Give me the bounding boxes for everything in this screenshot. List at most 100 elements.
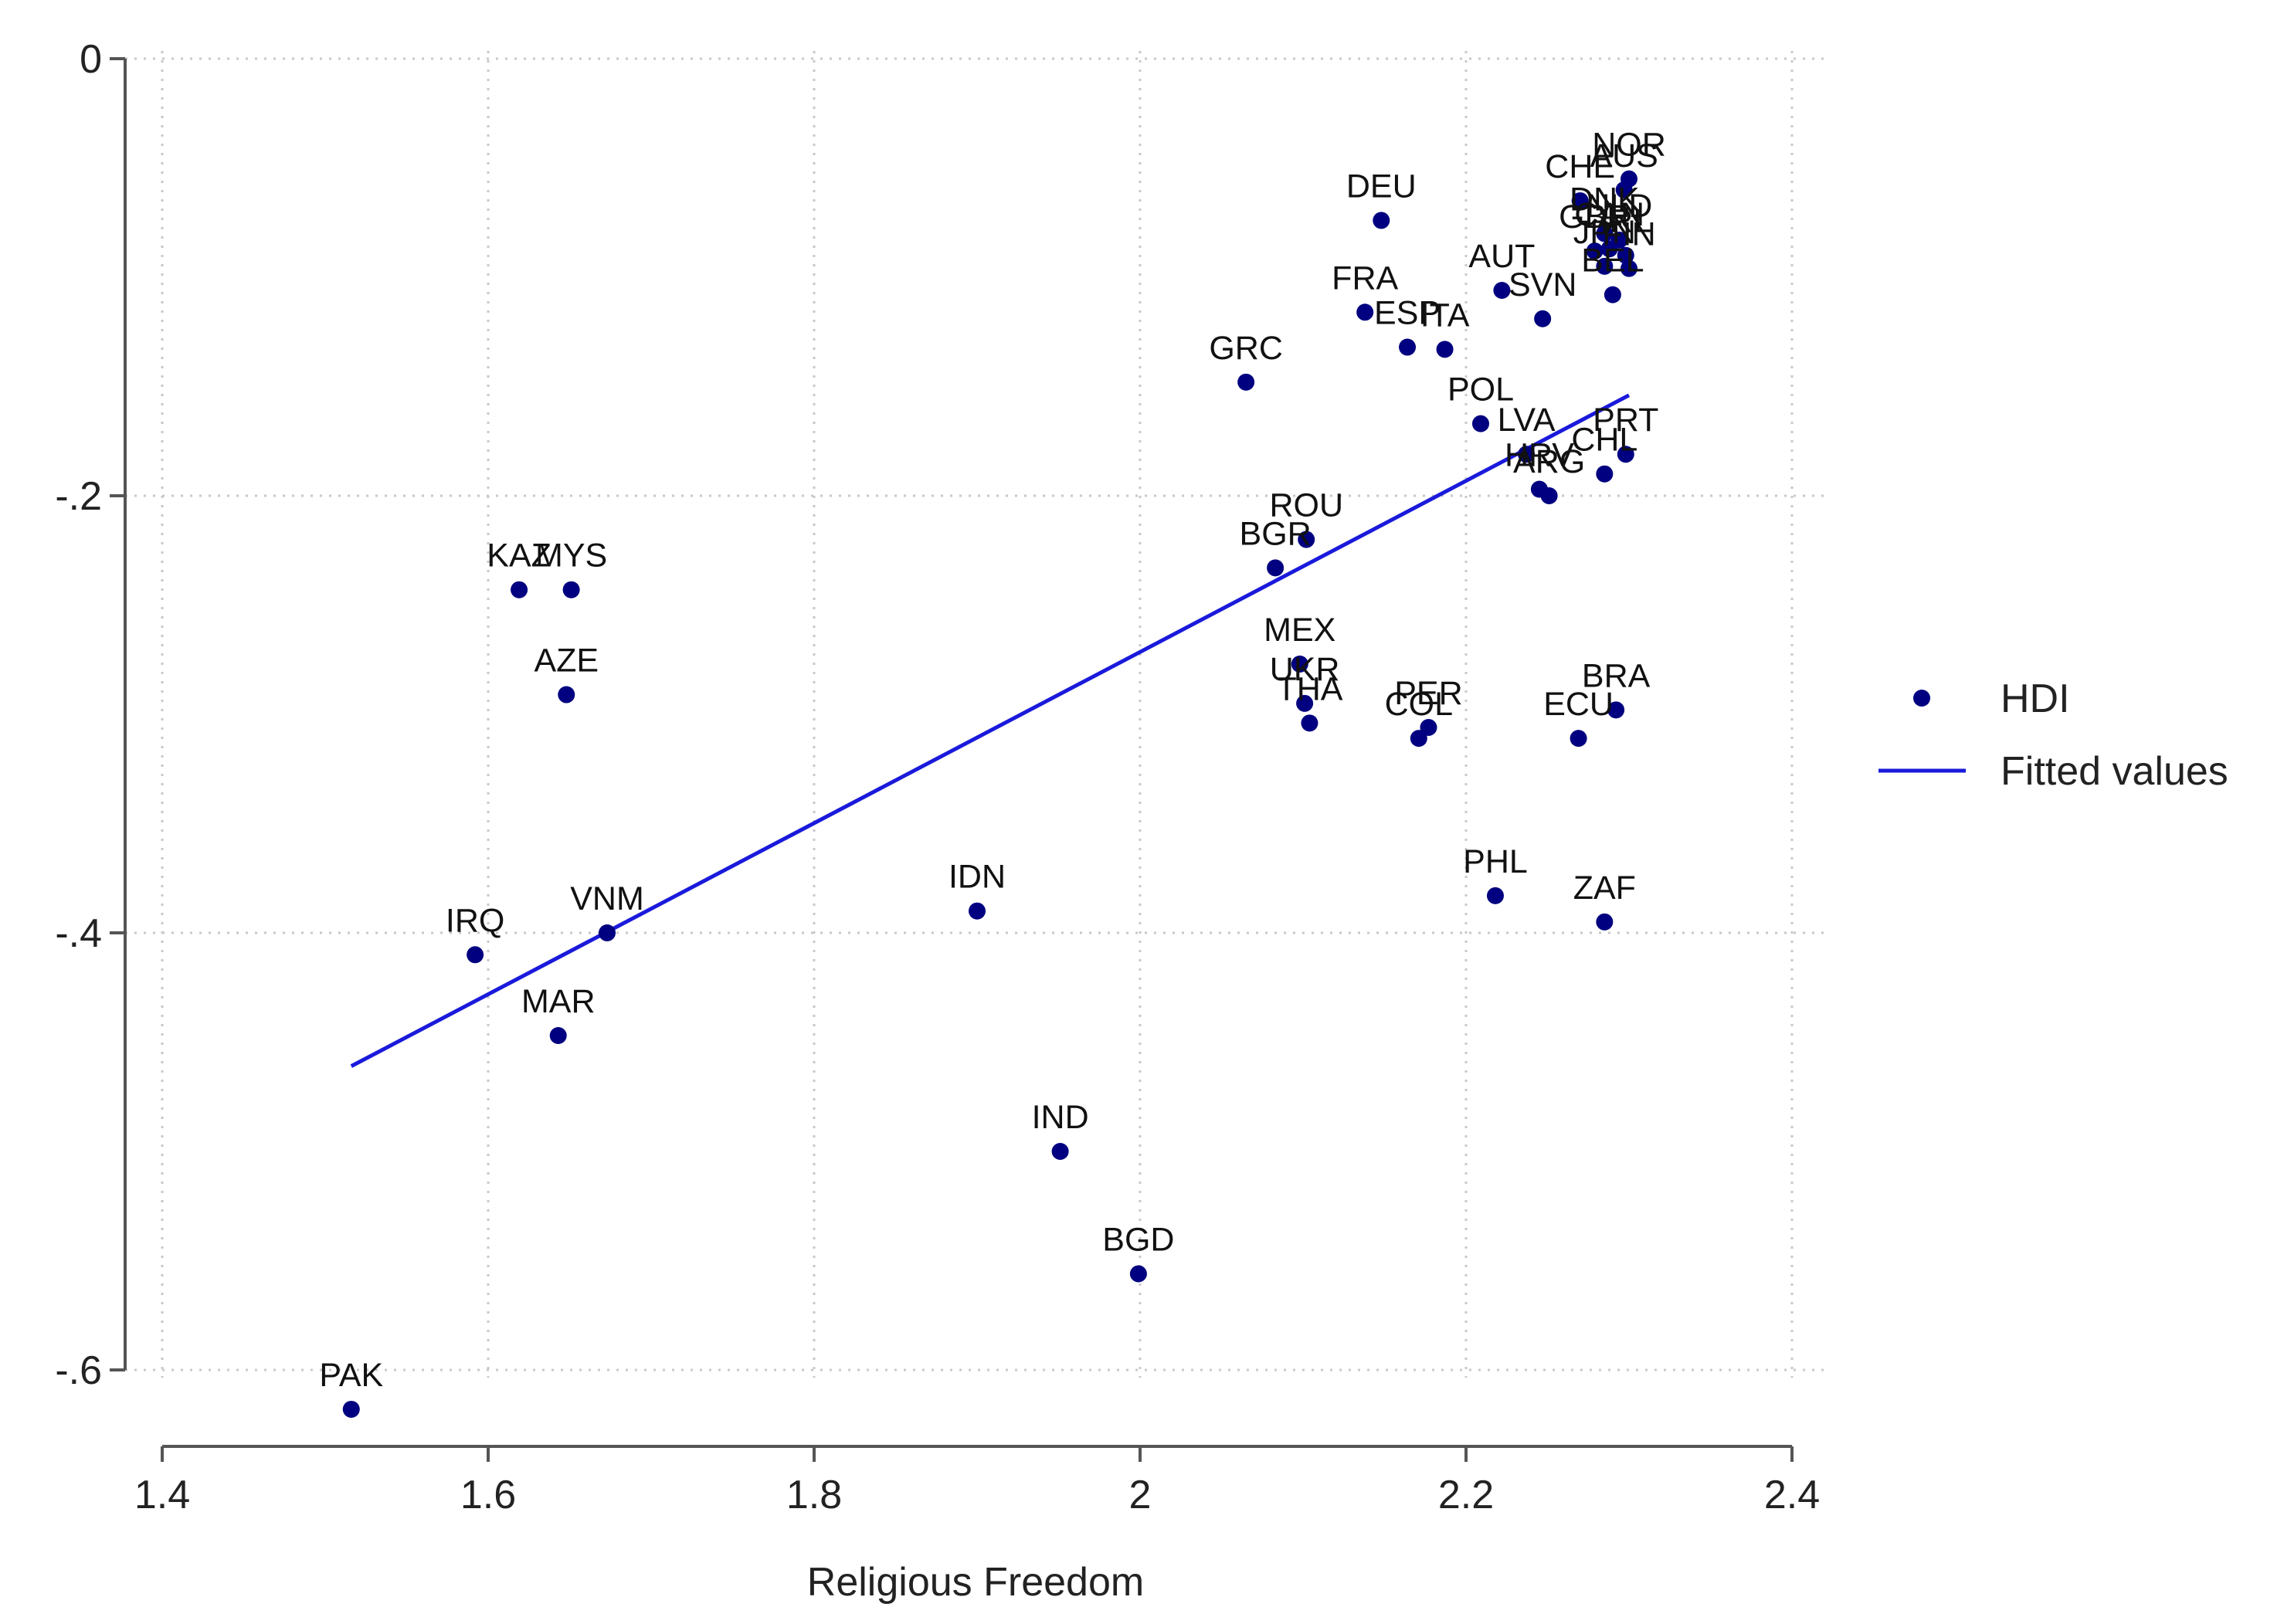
- data-point: [1486, 887, 1504, 904]
- point-label: GBR: [1559, 198, 1631, 236]
- data-point: [562, 581, 580, 598]
- data-point: [1607, 701, 1625, 719]
- point-label: BGD: [1102, 1221, 1174, 1258]
- point-label: VNM: [570, 880, 644, 917]
- point-label: PAK: [319, 1357, 383, 1394]
- data-point: [1410, 730, 1427, 748]
- data-point: [1298, 531, 1315, 548]
- data-point: [1291, 655, 1308, 673]
- data-point: [1600, 240, 1618, 258]
- point-label: AUS: [1590, 137, 1658, 175]
- point-label: LVA: [1498, 402, 1556, 439]
- data-point: [1296, 694, 1314, 712]
- data-point: [1604, 286, 1621, 303]
- data-point: [1267, 559, 1285, 577]
- legend: HDI Fitted values: [1878, 676, 2228, 794]
- legend-marker-hdi: [1913, 690, 1930, 707]
- point-label: FRA: [1332, 259, 1398, 297]
- point-label: IRL: [1600, 203, 1651, 240]
- x-axis-title: Religious Freedom: [807, 1560, 1144, 1605]
- data-point: [511, 581, 528, 598]
- data-point: [342, 1400, 360, 1418]
- data-point: [1596, 465, 1614, 483]
- data-point: [1237, 373, 1255, 391]
- x-tick-label: 1.8: [786, 1473, 842, 1517]
- point-label: ECU: [1543, 686, 1614, 723]
- point-label: UKR: [1270, 651, 1340, 688]
- point-label: ARG: [1513, 443, 1585, 480]
- fit-layer: [350, 393, 1631, 1068]
- point-label: CAN: [1574, 196, 1644, 233]
- data-point: [467, 946, 484, 964]
- point-label: NOR: [1592, 127, 1666, 164]
- point-label: PRT: [1593, 402, 1658, 439]
- data-point: [1586, 242, 1604, 260]
- data-point: [599, 924, 616, 941]
- point-label: BEL: [1581, 242, 1644, 280]
- data-point: [1596, 913, 1614, 931]
- point-label: MYS: [535, 537, 607, 575]
- point-label: AZE: [534, 642, 599, 680]
- legend-label-hdi: HDI: [2001, 676, 2070, 721]
- point-label: HRV: [1505, 437, 1574, 474]
- y-tick-label: -.6: [55, 1348, 102, 1393]
- point-label: MEX: [1264, 612, 1335, 649]
- y-tick-label: 0: [80, 37, 102, 82]
- points-layer: [342, 170, 1637, 1418]
- y-tick-label: -.4: [55, 911, 102, 956]
- data-point: [1596, 257, 1614, 275]
- data-point: [1493, 281, 1511, 299]
- point-label: SVN: [1509, 266, 1576, 303]
- point-label: IDN: [949, 859, 1006, 896]
- point-label: COL: [1385, 686, 1453, 723]
- point-label: POL: [1447, 371, 1514, 409]
- point-label: IND: [1032, 1099, 1089, 1136]
- point-label: BGR: [1240, 515, 1312, 552]
- data-point: [1420, 718, 1437, 736]
- data-point: [549, 1027, 567, 1045]
- point-label: PER: [1394, 675, 1462, 712]
- point-label: CHE: [1545, 148, 1615, 185]
- x-tick-label: 2.4: [1764, 1473, 1820, 1517]
- point-label: BRA: [1582, 657, 1651, 694]
- x-tick-label: 2: [1129, 1473, 1152, 1517]
- point-label: THA: [1276, 670, 1342, 707]
- data-point: [1617, 446, 1634, 463]
- point-label: ITA: [1420, 297, 1470, 334]
- data-point: [969, 902, 986, 920]
- point-label: JPN: [1573, 214, 1636, 251]
- data-point: [1436, 341, 1454, 358]
- data-point: [1540, 487, 1558, 504]
- fitted-values-line: [350, 393, 1631, 1068]
- data-point: [1051, 1143, 1069, 1160]
- data-point: [1518, 446, 1536, 463]
- data-point: [1621, 259, 1637, 277]
- x-tick-label: 2.2: [1438, 1473, 1494, 1517]
- data-point: [1596, 225, 1614, 242]
- x-tick-label: 1.6: [460, 1473, 516, 1517]
- data-point: [1615, 181, 1633, 198]
- data-point: [1534, 310, 1552, 327]
- data-point: [1373, 212, 1390, 229]
- x-ticks: 1.4 1.6 1.8 2 2.2 2.4: [134, 1446, 1820, 1517]
- data-point: [1301, 714, 1318, 732]
- y-tick-label: -.2: [55, 474, 102, 519]
- data-point: [1129, 1265, 1147, 1283]
- point-label: FIN: [1602, 216, 1655, 253]
- point-label: AUT: [1468, 238, 1535, 275]
- x-tick-label: 1.4: [134, 1473, 190, 1517]
- point-label: GRC: [1209, 330, 1283, 367]
- data-point: [1471, 415, 1489, 432]
- y-ticks: 0 -.2 -.4 -.6: [55, 37, 125, 1393]
- point-label: PHL: [1463, 843, 1528, 880]
- data-point: [558, 686, 575, 704]
- point-label: MAR: [521, 983, 596, 1020]
- data-point: [1399, 338, 1417, 356]
- point-label: CHL: [1571, 422, 1637, 459]
- point-label: DEU: [1346, 168, 1417, 205]
- data-point: [1571, 192, 1589, 209]
